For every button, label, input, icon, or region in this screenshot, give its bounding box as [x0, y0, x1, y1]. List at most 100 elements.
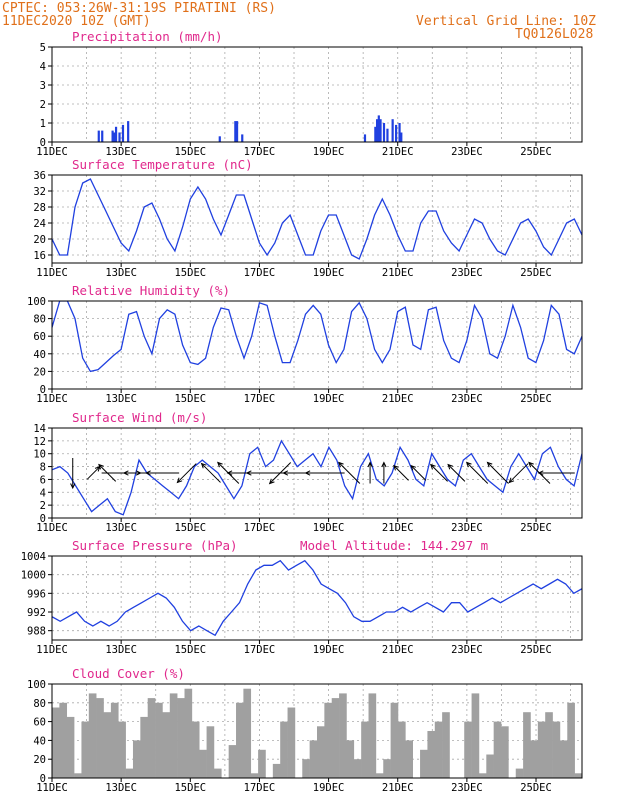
cloud-bar	[523, 712, 531, 778]
cloud-bar	[559, 740, 568, 778]
cloud-bar	[375, 773, 384, 778]
x-tick-label: 13DEC	[105, 782, 137, 794]
wind-vector-head	[98, 463, 104, 470]
cloud-bar	[361, 721, 369, 778]
panel-6: 0 20 40 60 80 100 11DEC 13DEC 15DEC 17DEC 19DEC 21D…	[27, 666, 583, 794]
wind-vector	[508, 463, 529, 483]
cloud-bar	[177, 698, 185, 778]
panel-title: Surface Wind (m/s)	[72, 410, 207, 425]
cloud-bar	[206, 726, 215, 778]
cloud-bar	[250, 773, 259, 778]
y-tick-label: 20	[33, 366, 46, 378]
cloud-bar	[309, 740, 318, 778]
wind-vector-head	[367, 461, 373, 468]
wind-vector-head	[245, 470, 252, 476]
wind-vector	[338, 462, 361, 484]
wind-vector	[430, 464, 448, 482]
cloud-bar	[530, 740, 539, 778]
x-tick-label: 25DEC	[520, 267, 552, 279]
x-tick-label: 11DEC	[36, 782, 68, 794]
x-tick-label: 13DEC	[105, 393, 137, 405]
cloud-bar	[442, 712, 450, 778]
precip-bar	[398, 123, 401, 142]
x-tick-label: 19DEC	[313, 522, 345, 534]
cloud-bar	[199, 749, 207, 778]
cloud-bar	[339, 693, 347, 778]
wind-vector	[177, 463, 197, 483]
precip-bar	[121, 124, 125, 142]
wind-vector-head	[217, 461, 223, 468]
x-tick-label: 15DEC	[174, 267, 206, 279]
cloud-bar	[486, 754, 494, 778]
y-tick-label: 32	[33, 186, 46, 198]
panel-2: 16 20 24 28 32 36 11DEC 13DEC 15DEC 17DEC 19DEC 21D…	[33, 157, 583, 279]
panel-title: Cloud Cover (%)	[72, 666, 185, 681]
precip-bar	[374, 126, 377, 142]
cloud-bar	[272, 763, 281, 778]
wind-vector-head	[447, 463, 453, 470]
cloud-bar	[434, 721, 443, 778]
y-tick-label: 40	[33, 735, 46, 747]
header-station: CPTEC: 053:26W-31:19S PIRATINI (RS)	[2, 1, 276, 16]
wind-vector-head	[144, 470, 151, 476]
wind-vector-head	[282, 470, 289, 476]
cloud-bar	[155, 702, 163, 778]
cloud-bar	[52, 707, 60, 778]
precip-bar	[127, 121, 130, 142]
cloud-bar	[545, 712, 553, 778]
x-tick-label: 13DEC	[105, 146, 137, 158]
cloud-bar	[59, 702, 68, 778]
y-tick-label: 3	[40, 80, 46, 92]
y-tick-label: 80	[33, 314, 46, 326]
x-tick-label: 25DEC	[520, 146, 552, 158]
cloud-bar	[236, 702, 244, 778]
wind-vector-head	[465, 461, 472, 468]
x-tick-label: 17DEC	[244, 522, 276, 534]
y-tick-label: 992	[27, 607, 46, 619]
panel-frame	[51, 427, 583, 519]
wind-vector-head	[70, 483, 76, 490]
header-model-id: TQ0126L028	[515, 27, 593, 42]
y-tick-label: 100	[27, 679, 46, 691]
cloud-bar	[493, 721, 502, 778]
cloud-bar	[383, 759, 391, 778]
panel-frame	[51, 300, 583, 390]
plot-area	[52, 559, 582, 637]
y-tick-label: 5	[40, 42, 46, 54]
y-tick-label: 996	[27, 588, 46, 600]
y-tick-label: 12	[33, 436, 46, 448]
cloud-bar	[464, 721, 472, 778]
y-tick-label: 2	[40, 500, 46, 512]
x-tick-label: 11DEC	[36, 644, 68, 656]
y-tick-label: 10	[33, 449, 46, 461]
plot-area	[52, 688, 582, 778]
cloud-bar	[103, 712, 112, 778]
y-tick-label: 20	[33, 234, 46, 246]
panel-title: Surface Pressure (hPa)	[72, 538, 238, 553]
wind-vector	[86, 466, 101, 480]
cloud-bar	[162, 712, 171, 778]
y-tick-label: 8	[40, 462, 46, 474]
x-tick-label: 25DEC	[520, 782, 552, 794]
panel-title: Relative Humidity (%)	[72, 283, 230, 298]
cloud-bar	[125, 768, 134, 778]
panel-title: Precipitation (mm/h)	[72, 29, 223, 44]
y-tick-label: 0	[40, 384, 46, 396]
y-tick-label: 28	[33, 202, 46, 214]
wind-vector-head	[486, 461, 493, 468]
cloud-bar	[501, 726, 509, 778]
precip-bar	[101, 130, 104, 142]
wind-vector	[410, 465, 427, 481]
precip-bar	[113, 132, 116, 142]
cloud-bar	[213, 768, 222, 778]
y-tick-label: 20	[33, 754, 46, 766]
plot-area	[52, 301, 582, 373]
cloud-bar	[537, 721, 546, 778]
cloud-bar	[96, 698, 104, 778]
cloud-bar	[515, 768, 524, 778]
cloud-bar	[110, 702, 119, 778]
wind-vector-head	[122, 470, 129, 476]
wind-vector-head	[338, 461, 344, 468]
